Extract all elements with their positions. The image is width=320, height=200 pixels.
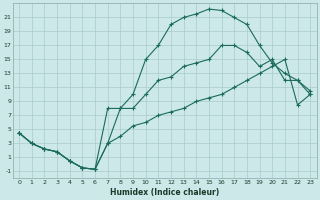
X-axis label: Humidex (Indice chaleur): Humidex (Indice chaleur): [110, 188, 219, 197]
